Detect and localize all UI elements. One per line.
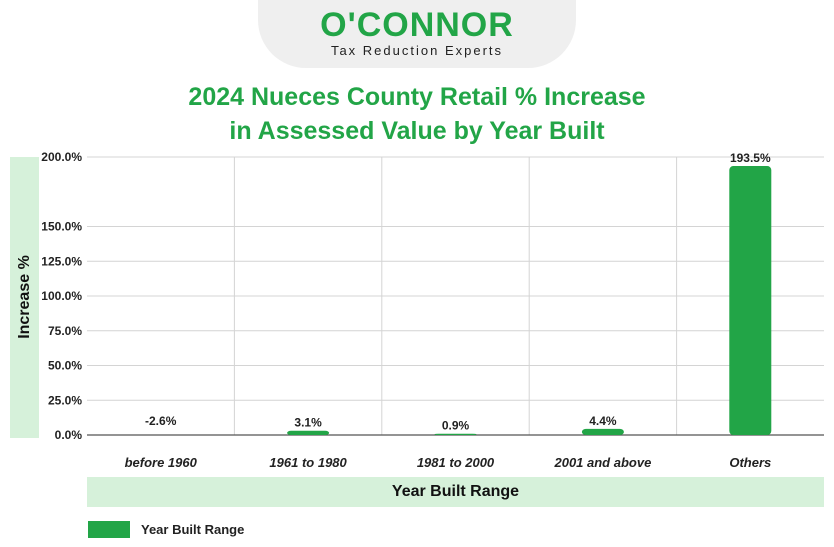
x-tick-label: 2001 and above (553, 455, 651, 470)
y-tick-label: 125.0% (41, 254, 82, 268)
logo-tagline: Tax Reduction Experts (330, 43, 504, 58)
bar (434, 433, 477, 435)
y-tick-label: 100.0% (41, 289, 82, 303)
bar (729, 166, 772, 435)
x-tick-label: 1961 to 1980 (269, 455, 347, 470)
x-axis-band (87, 477, 824, 507)
y-tick-label: 200.0% (41, 150, 82, 164)
legend-label: Year Built Range (141, 522, 245, 537)
y-axis-band (10, 157, 39, 438)
legend-swatch (88, 521, 130, 538)
x-axis-label: Year Built Range (391, 483, 520, 500)
data-label: 3.1% (294, 416, 322, 430)
y-tick-label: 75.0% (48, 324, 82, 338)
chart-title-line-2: in Assessed Value by Year Built (229, 117, 605, 145)
bar (287, 430, 330, 435)
x-tick-label: before 1960 (125, 455, 198, 470)
data-label: 4.4% (589, 414, 617, 428)
y-tick-label: 0.0% (55, 428, 83, 442)
y-tick-label: 25.0% (48, 393, 82, 407)
bar (581, 428, 624, 435)
chart-title-line-1: 2024 Nueces County Retail % Increase (188, 83, 646, 111)
logo: O'CONNOR (320, 6, 514, 44)
x-tick-label: Others (729, 455, 771, 470)
data-label: 0.9% (442, 419, 470, 433)
y-tick-label: 150.0% (41, 220, 82, 234)
x-tick-label: 1981 to 2000 (417, 455, 495, 470)
data-label: -2.6% (145, 414, 177, 428)
y-tick-label: 50.0% (48, 359, 82, 373)
data-label: 193.5% (730, 151, 771, 165)
logo-plate: O'CONNOR Tax Reduction Experts (258, 0, 576, 68)
